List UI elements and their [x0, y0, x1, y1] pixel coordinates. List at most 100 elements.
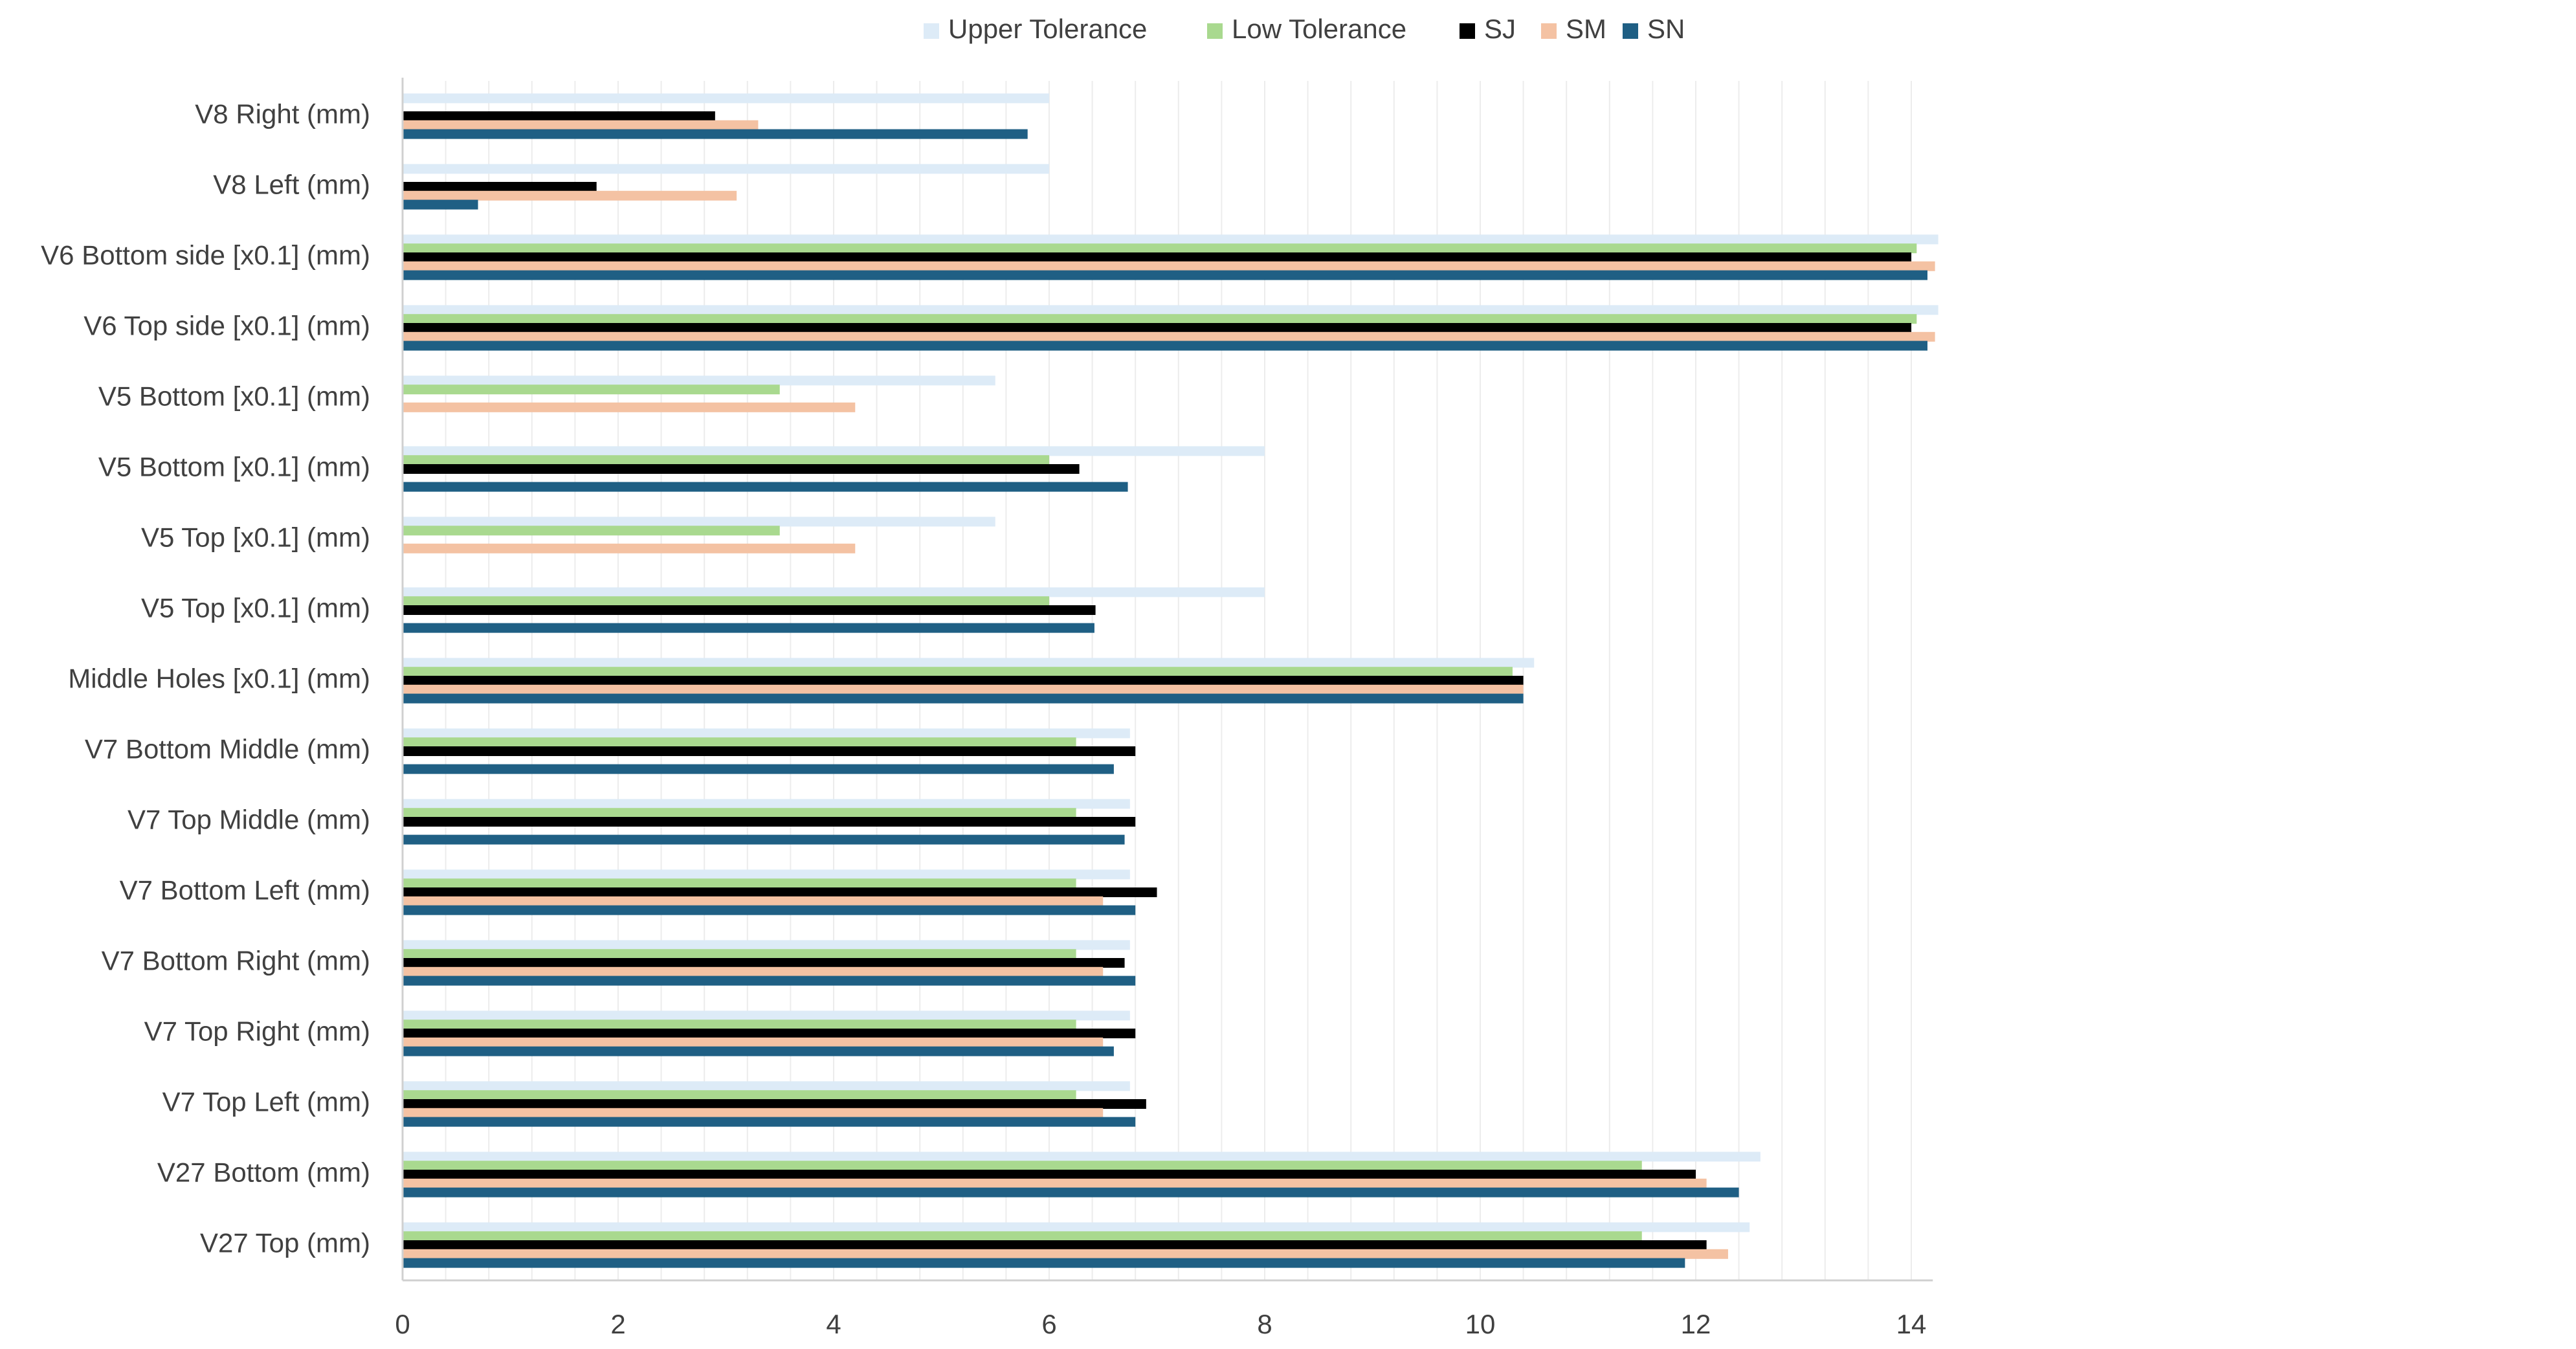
legend-label-sn: SN — [1647, 14, 1685, 44]
x-tick-label-12: 12 — [1681, 1309, 1711, 1339]
legend-swatch-sj — [1460, 23, 1475, 39]
bar-upper-tolerance-5 — [403, 446, 1265, 456]
bar-sj-11 — [403, 887, 1157, 897]
bar-upper-tolerance-8 — [403, 658, 1535, 668]
bar-sm-14 — [403, 1108, 1104, 1118]
bar-sm-11 — [403, 896, 1104, 906]
category-label-6: V5 Top [x0.1] (mm) — [141, 522, 370, 553]
bar-low-tolerance-2 — [403, 243, 1917, 254]
bar-low-tolerance-7 — [403, 596, 1049, 607]
bar-sn-10 — [403, 834, 1125, 845]
legend: Upper Tolerance Low Tolerance SJ SM SN — [924, 14, 1685, 44]
bar-sj-10 — [403, 817, 1136, 827]
category-label-2: V6 Bottom side [x0.1] (mm) — [41, 240, 370, 271]
legend-label-upper-tolerance: Upper Tolerance — [948, 14, 1147, 44]
bar-sn-3 — [403, 340, 1927, 351]
category-label-12: V7 Bottom Right (mm) — [102, 946, 370, 976]
category-label-5: V5 Bottom [x0.1] (mm) — [98, 452, 370, 482]
bar-low-tolerance-5 — [403, 455, 1049, 465]
bar-low-tolerance-3 — [403, 314, 1917, 324]
bar-upper-tolerance-0 — [403, 93, 1049, 104]
category-label-14: V7 Top Left (mm) — [162, 1087, 370, 1117]
bar-upper-tolerance-13 — [403, 1010, 1130, 1021]
bar-low-tolerance-6 — [403, 526, 780, 536]
bar-sm-12 — [403, 966, 1104, 977]
bar-sj-12 — [403, 958, 1125, 968]
bar-upper-tolerance-3 — [403, 305, 1938, 315]
bar-low-tolerance-14 — [403, 1090, 1076, 1100]
bar-upper-tolerance-4 — [403, 375, 995, 386]
legend-label-low-tolerance: Low Tolerance — [1232, 14, 1406, 44]
bar-sj-2 — [403, 252, 1911, 262]
bar-sm-2 — [403, 261, 1935, 271]
bar-upper-tolerance-15 — [403, 1152, 1760, 1162]
legend-swatch-sn — [1623, 23, 1638, 39]
category-label-3: V6 Top side [x0.1] (mm) — [83, 311, 370, 341]
bar-sn-8 — [403, 693, 1524, 704]
category-labels: V8 Right (mm) V8 Left (mm) V6 Bottom side … — [41, 99, 370, 1258]
x-tick-labels: 0 2 4 6 8 10 12 14 — [395, 1309, 1926, 1339]
bar-sm-15 — [403, 1178, 1707, 1188]
x-tick-label-2: 2 — [610, 1309, 625, 1339]
bar-low-tolerance-12 — [403, 949, 1076, 959]
category-label-9: V7 Bottom Middle (mm) — [85, 734, 370, 764]
bar-upper-tolerance-6 — [403, 517, 995, 527]
bar-upper-tolerance-2 — [403, 234, 1938, 245]
bar-sj-5 — [403, 464, 1080, 474]
legend-label-sj: SJ — [1484, 14, 1516, 44]
bar-sj-8 — [403, 676, 1524, 686]
x-tick-label-0: 0 — [395, 1309, 410, 1339]
bar-upper-tolerance-16 — [403, 1222, 1750, 1232]
bar-sj-3 — [403, 323, 1911, 333]
category-label-13: V7 Top Right (mm) — [144, 1016, 370, 1047]
bar-low-tolerance-10 — [403, 808, 1076, 818]
bar-sn-16 — [403, 1258, 1685, 1268]
bar-upper-tolerance-14 — [403, 1081, 1130, 1091]
bar-low-tolerance-9 — [403, 737, 1076, 748]
bar-sj-15 — [403, 1170, 1696, 1179]
category-label-15: V27 Bottom (mm) — [157, 1157, 370, 1188]
legend-swatch-low-tolerance — [1207, 23, 1223, 39]
bar-low-tolerance-16 — [403, 1231, 1642, 1242]
bar-sn-5 — [403, 482, 1128, 492]
bar-upper-tolerance-7 — [403, 587, 1265, 597]
bar-sj-14 — [403, 1099, 1146, 1109]
bar-upper-tolerance-12 — [403, 940, 1130, 950]
bars — [403, 93, 1938, 1268]
bar-sm-1 — [403, 190, 737, 201]
bar-sm-3 — [403, 331, 1935, 342]
legend-swatch-sm — [1541, 23, 1557, 39]
category-label-4: V5 Bottom [x0.1] (mm) — [98, 381, 370, 412]
bar-sj-7 — [403, 605, 1096, 615]
bar-upper-tolerance-1 — [403, 164, 1049, 174]
bar-sn-11 — [403, 905, 1136, 915]
bar-upper-tolerance-10 — [403, 799, 1130, 809]
bar-sj-16 — [403, 1240, 1707, 1250]
bar-sj-1 — [403, 182, 597, 192]
bar-sm-0 — [403, 120, 759, 130]
legend-swatch-upper-tolerance — [924, 23, 939, 39]
bar-sj-0 — [403, 111, 715, 121]
bar-sn-15 — [403, 1187, 1739, 1198]
category-label-1: V8 Left (mm) — [213, 170, 370, 200]
bar-sj-13 — [403, 1029, 1136, 1038]
x-tick-label-10: 10 — [1465, 1309, 1496, 1339]
axes — [401, 78, 1933, 1282]
x-tick-label-14: 14 — [1896, 1309, 1927, 1339]
bar-low-tolerance-8 — [403, 667, 1513, 677]
bar-low-tolerance-4 — [403, 385, 780, 395]
bar-sn-0 — [403, 129, 1028, 139]
bar-sn-7 — [403, 623, 1094, 633]
bar-upper-tolerance-9 — [403, 728, 1130, 739]
category-label-8: Middle Holes [x0.1] (mm) — [68, 663, 370, 694]
bar-low-tolerance-15 — [403, 1161, 1642, 1171]
bar-sn-14 — [403, 1117, 1136, 1127]
bar-sn-13 — [403, 1046, 1114, 1056]
bar-sn-9 — [403, 764, 1114, 774]
bar-sn-1 — [403, 199, 478, 210]
bar-sm-6 — [403, 543, 856, 553]
bar-sn-2 — [403, 270, 1927, 280]
bar-sm-16 — [403, 1249, 1728, 1259]
